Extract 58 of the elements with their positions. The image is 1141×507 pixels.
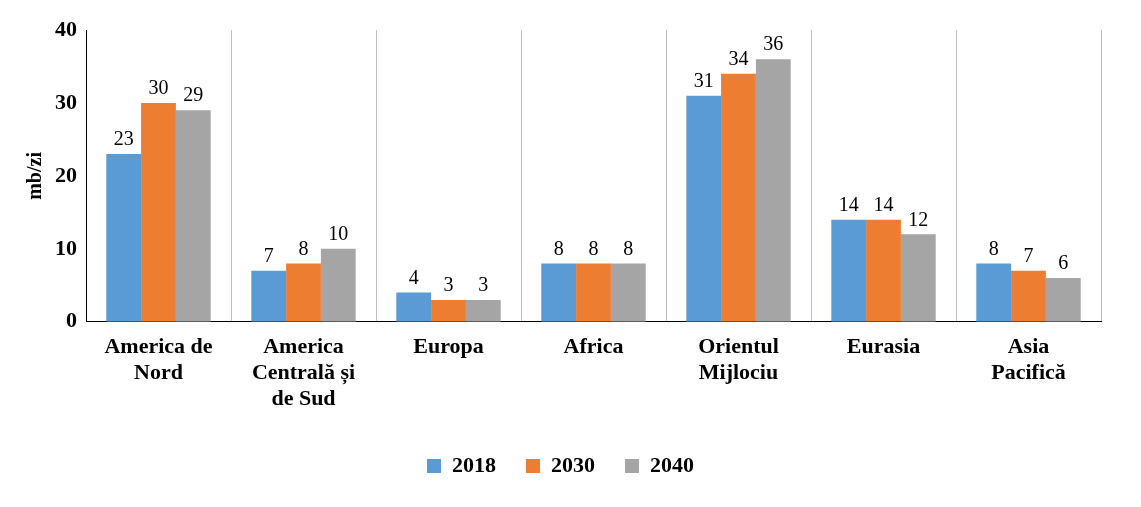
data-label: 14: [873, 192, 894, 215]
data-label: 10: [328, 222, 349, 245]
x-tick-label: Orientul Mijlociu: [698, 332, 779, 385]
data-label: 4: [408, 265, 419, 288]
bar: [106, 154, 142, 322]
data-label: 8: [588, 236, 599, 259]
data-label: 8: [988, 236, 999, 259]
bar: [396, 292, 432, 322]
bar: [541, 263, 577, 322]
bar: [465, 299, 501, 322]
bar: [1045, 278, 1081, 322]
bar: [576, 263, 611, 322]
data-label: 12: [908, 207, 929, 230]
data-label: 29: [183, 83, 204, 106]
data-label: 30: [148, 76, 169, 99]
bar: [721, 73, 756, 322]
data-label: 6: [1058, 251, 1069, 274]
data-label: 23: [113, 127, 134, 150]
bar: [251, 270, 287, 322]
x-tick-label: America de Nord: [104, 332, 213, 385]
bar: [320, 248, 356, 322]
legend-label: 2030: [551, 451, 595, 477]
bar: [900, 234, 936, 322]
data-label: 3: [443, 273, 454, 296]
data-label: 14: [838, 192, 859, 215]
y-axis-title: mb/zi: [23, 151, 46, 200]
x-tick-label: Eurasia: [846, 332, 921, 358]
bar: [1011, 270, 1046, 322]
bar: [610, 263, 646, 322]
x-tick-label: Africa: [563, 332, 624, 358]
bar: [831, 219, 867, 322]
bar: [686, 95, 722, 322]
data-label: 8: [298, 236, 309, 259]
y-tick-label: 0: [66, 307, 77, 333]
data-label: 7: [1023, 243, 1034, 266]
legend-label: 2040: [650, 451, 694, 477]
y-tick-label: 40: [55, 15, 77, 41]
data-label: 8: [553, 236, 564, 259]
x-tick-label: America Centrală și de Sud: [251, 332, 356, 411]
y-tick-label: 10: [55, 234, 77, 260]
x-tick-label: Europa: [413, 332, 484, 358]
bar: [866, 219, 901, 322]
data-label: 36: [763, 32, 784, 55]
legend-label: 2018: [452, 451, 496, 477]
data-label: 3: [478, 273, 489, 296]
bar: [286, 263, 321, 322]
bar: [431, 299, 466, 322]
data-label: 7: [263, 243, 274, 266]
bar: [141, 102, 176, 322]
y-tick-label: 20: [55, 161, 77, 187]
data-label: 34: [728, 47, 749, 70]
y-tick-label: 30: [55, 88, 77, 114]
x-tick-label: Asia Pacifică: [991, 332, 1066, 385]
bar: [755, 59, 791, 322]
bar: [976, 263, 1012, 322]
data-label: 31: [693, 68, 714, 91]
bar: [175, 110, 211, 322]
data-label: 8: [623, 236, 634, 259]
